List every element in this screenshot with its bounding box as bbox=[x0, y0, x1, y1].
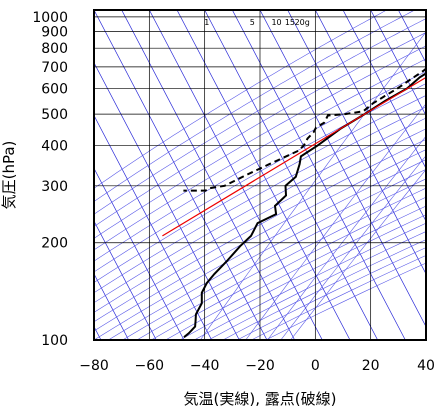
mixing-ratio-label: 10 bbox=[271, 18, 281, 27]
parcel-profile-line bbox=[162, 76, 426, 237]
isotherm-line bbox=[232, 10, 406, 340]
x-tick-label: −40 bbox=[190, 358, 220, 374]
x-tick-label: 20 bbox=[362, 358, 380, 374]
x-tick-label: 40 bbox=[417, 358, 435, 374]
dry-adiabat-line bbox=[94, 83, 426, 273]
y-tick-label: 600 bbox=[41, 82, 68, 98]
mixing-ratio-line bbox=[245, 103, 426, 340]
x-tick-label: −80 bbox=[79, 358, 109, 374]
dewpoint-profile-line bbox=[183, 67, 426, 192]
y-tick-label: 100 bbox=[41, 333, 68, 349]
dry-adiabat-line bbox=[94, 18, 426, 215]
dry-adiabat-line bbox=[94, 10, 415, 202]
x-axis-title: 気温(実線), 露点(破線) bbox=[184, 390, 337, 408]
y-tick-label: 500 bbox=[41, 107, 68, 123]
dry-adiabat-line bbox=[108, 169, 426, 340]
isotherm-line bbox=[149, 10, 323, 340]
mixing-ratio-label: 15 bbox=[285, 18, 295, 27]
dry-adiabat-line bbox=[94, 45, 426, 239]
x-tick-label: −60 bbox=[135, 358, 165, 374]
y-tick-label: 400 bbox=[41, 138, 68, 154]
x-tick-label: 0 bbox=[311, 358, 320, 374]
sounding-profiles bbox=[162, 67, 426, 338]
isotherm-line bbox=[94, 220, 157, 340]
dry-adiabat-line bbox=[94, 10, 387, 189]
dry-adiabat-line bbox=[94, 139, 426, 323]
dry-adiabat-line bbox=[136, 187, 426, 340]
dry-adiabat-line bbox=[94, 95, 426, 283]
mixing-ratio-line bbox=[280, 155, 426, 340]
x-tick-label: −20 bbox=[245, 358, 275, 374]
isotherm-line bbox=[94, 114, 212, 340]
dry-adiabat-line bbox=[94, 149, 426, 332]
dry-adiabat-line bbox=[94, 117, 426, 304]
dry-adiabat-line bbox=[94, 106, 426, 294]
isotherm-line bbox=[94, 273, 129, 340]
mixing-ratio-label: 5 bbox=[250, 18, 255, 27]
mixing-ratio-labels: 1 5 10 15 20g bbox=[204, 18, 310, 27]
y-tick-label: 700 bbox=[41, 60, 68, 76]
temperature-profile-line bbox=[183, 72, 426, 338]
plot-frame bbox=[93, 9, 427, 341]
dry-adiabat-line bbox=[94, 58, 426, 251]
dry-adiabat-line bbox=[165, 205, 426, 340]
isotherm-line bbox=[204, 10, 378, 340]
mixing-ratio-label: 1 bbox=[204, 18, 209, 27]
y-tick-label: 900 bbox=[41, 25, 68, 41]
y-tick-label: 800 bbox=[41, 41, 68, 57]
mixing-ratio-label: 20g bbox=[295, 18, 310, 27]
x-tick-labels: −80 −60 −40 −20 0 20 40 bbox=[79, 358, 435, 374]
y-tick-label: 200 bbox=[41, 236, 68, 252]
dry-adiabat-line bbox=[94, 159, 426, 340]
isotherm-line bbox=[94, 10, 268, 340]
dry-adiabat-line bbox=[151, 196, 426, 340]
isotherm-line bbox=[94, 62, 240, 340]
y-tick-label: 1000 bbox=[32, 10, 68, 26]
dry-adiabat-line bbox=[122, 178, 426, 340]
mixing-ratio-line bbox=[267, 135, 426, 340]
isotherm-line bbox=[94, 167, 185, 340]
isotherm-line bbox=[370, 10, 426, 117]
isotherm-line bbox=[315, 10, 426, 222]
isotherm-line bbox=[342, 10, 426, 170]
mixing-ratio-line bbox=[290, 169, 426, 340]
y-axis-title: 気圧(hPa) bbox=[0, 141, 18, 210]
y-tick-label: 300 bbox=[41, 179, 68, 195]
isotherm-line bbox=[425, 10, 426, 11]
dry-adiabat-line bbox=[94, 71, 426, 262]
